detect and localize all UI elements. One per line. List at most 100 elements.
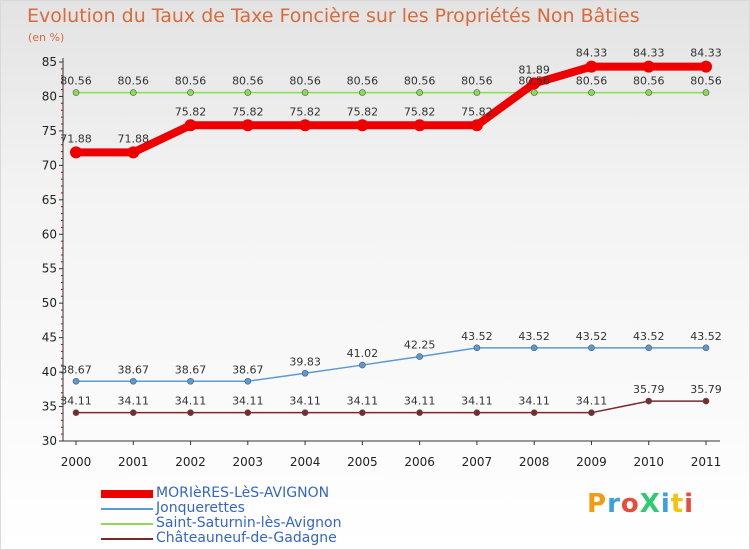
y-tick-label: 40 bbox=[42, 365, 57, 379]
data-label-3: 34.11 bbox=[232, 395, 264, 408]
data-point-2 bbox=[645, 89, 653, 96]
data-point-3 bbox=[187, 409, 194, 416]
data-point-0 bbox=[356, 119, 369, 132]
data-point-1 bbox=[588, 344, 595, 352]
data-point-0 bbox=[241, 119, 254, 132]
data-label-3: 34.11 bbox=[347, 395, 379, 408]
data-label-2: 80.56 bbox=[518, 75, 550, 88]
data-label-1: 43.52 bbox=[633, 330, 665, 343]
y-tick-label: 50 bbox=[42, 296, 57, 310]
data-point-1 bbox=[301, 369, 309, 377]
x-tick-label: 2006 bbox=[404, 455, 435, 469]
data-point-3 bbox=[530, 409, 538, 416]
data-point-3 bbox=[416, 409, 423, 416]
data-label-1: 38.67 bbox=[232, 363, 264, 376]
data-point-0 bbox=[470, 119, 483, 132]
data-label-0: 75.82 bbox=[175, 105, 207, 118]
data-point-2 bbox=[473, 89, 481, 96]
legend-swatch bbox=[101, 522, 153, 525]
data-point-1 bbox=[702, 344, 710, 352]
series-line-3 bbox=[75, 400, 707, 414]
data-label-2: 80.56 bbox=[690, 75, 722, 88]
data-label-2: 80.56 bbox=[232, 75, 264, 88]
data-label-1: 43.52 bbox=[690, 330, 722, 343]
data-label-3: 34.11 bbox=[175, 395, 207, 408]
data-label-1: 42.25 bbox=[404, 339, 436, 352]
legend-swatch bbox=[101, 507, 153, 510]
logo-letter: P bbox=[587, 489, 608, 519]
y-tick-label: 30 bbox=[42, 434, 57, 448]
data-point-3 bbox=[129, 409, 137, 416]
logo-letter: o bbox=[620, 489, 640, 519]
data-label-1: 38.67 bbox=[118, 363, 150, 376]
data-label-2: 80.56 bbox=[60, 75, 92, 88]
data-label-2: 80.56 bbox=[633, 75, 665, 88]
y-tick-label: 65 bbox=[42, 193, 57, 207]
data-point-3 bbox=[359, 409, 366, 416]
x-tick-label: 2007 bbox=[462, 455, 493, 469]
x-tick-label: 2001 bbox=[118, 455, 149, 469]
legend-swatch bbox=[101, 537, 153, 540]
y-tick-label: 45 bbox=[42, 331, 57, 345]
data-label-0: 84.33 bbox=[690, 47, 722, 60]
data-point-1 bbox=[416, 353, 423, 360]
data-label-3: 34.11 bbox=[118, 395, 150, 408]
data-label-3: 34.11 bbox=[60, 395, 92, 408]
data-point-2 bbox=[359, 89, 366, 96]
data-point-0 bbox=[299, 119, 312, 132]
legend-swatch bbox=[101, 489, 153, 498]
data-point-2 bbox=[301, 89, 309, 96]
data-label-0: 75.82 bbox=[404, 105, 436, 118]
data-label-3: 34.11 bbox=[461, 395, 493, 408]
y-tick-label: 80 bbox=[42, 89, 57, 103]
data-point-1 bbox=[129, 377, 137, 385]
data-label-3: 35.79 bbox=[633, 383, 665, 396]
data-point-1 bbox=[530, 344, 538, 352]
data-label-2: 80.56 bbox=[404, 75, 436, 88]
data-label-1: 43.52 bbox=[576, 330, 608, 343]
data-point-0 bbox=[528, 77, 541, 90]
data-point-0 bbox=[642, 60, 655, 73]
logo-letter: X bbox=[639, 489, 661, 519]
legend-label: Saint-Saturnin-lès-Avignon bbox=[156, 515, 342, 531]
data-label-3: 34.11 bbox=[518, 395, 550, 408]
data-point-1 bbox=[72, 377, 80, 385]
logo-letter: r bbox=[607, 489, 621, 519]
data-point-2 bbox=[244, 89, 252, 96]
legend-label: Jonquerettes bbox=[156, 500, 245, 516]
x-tick-label: 2011 bbox=[691, 455, 722, 469]
y-tick-label: 35 bbox=[42, 400, 57, 414]
data-point-1 bbox=[645, 344, 653, 352]
legend-label: MORIèRES-LèS-AVIGNON bbox=[156, 485, 330, 501]
y-tick-label: 55 bbox=[42, 262, 57, 276]
data-label-0: 84.33 bbox=[633, 47, 665, 60]
data-label-1: 43.52 bbox=[518, 330, 550, 343]
chart-unit-label: (en %) bbox=[28, 31, 65, 44]
data-label-0: 71.88 bbox=[60, 132, 92, 145]
x-tick-label: 2008 bbox=[519, 455, 550, 469]
data-point-2 bbox=[530, 89, 538, 96]
x-tick-label: 2005 bbox=[347, 455, 378, 469]
data-label-2: 80.56 bbox=[118, 75, 150, 88]
data-point-2 bbox=[588, 89, 595, 96]
data-point-1 bbox=[473, 344, 481, 352]
data-point-1 bbox=[187, 377, 194, 385]
data-label-0: 75.82 bbox=[289, 105, 321, 118]
data-point-0 bbox=[700, 60, 712, 73]
data-label-2: 80.56 bbox=[175, 75, 207, 88]
x-tick-label: 2009 bbox=[576, 455, 607, 469]
data-point-1 bbox=[244, 377, 252, 385]
data-label-1: 38.67 bbox=[60, 363, 92, 376]
data-label-3: 35.79 bbox=[690, 383, 722, 396]
data-point-3 bbox=[702, 397, 710, 405]
data-label-1: 41.02 bbox=[347, 347, 379, 360]
proxiti-logo: ProXiti bbox=[587, 489, 694, 519]
data-point-0 bbox=[184, 119, 197, 132]
data-label-0: 81.89 bbox=[518, 63, 550, 76]
data-label-0: 75.82 bbox=[232, 105, 264, 118]
data-point-2 bbox=[129, 89, 137, 96]
data-label-3: 34.11 bbox=[576, 395, 608, 408]
logo-letter: i bbox=[684, 489, 695, 519]
data-point-2 bbox=[702, 89, 710, 96]
